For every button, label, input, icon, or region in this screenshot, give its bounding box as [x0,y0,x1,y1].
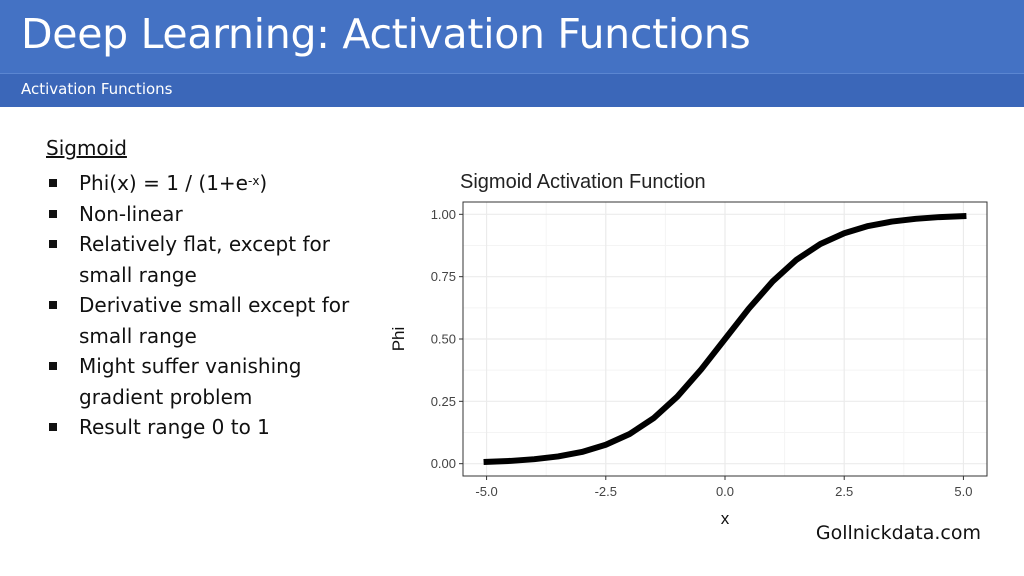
bullet-square-icon [49,179,57,187]
bullet-square-icon [49,423,57,431]
y-axis-title: Phi [389,327,408,352]
bullet-list: Phi(x) = 1 / (1+e-x) Non-linear Relative… [46,168,386,443]
bullet-square-icon [49,362,57,370]
chart-axes: -5.0 -2.5 0.0 2.5 5.0 0.00 0.25 0.50 0.75 1.00 [431,207,973,499]
y-tick-label: 0.75 [431,269,456,284]
subtitle-bar: Activation Functions [0,73,1024,107]
y-tick-label: 0.50 [431,332,456,347]
x-axis-title: x [721,509,730,528]
chart-title: Sigmoid Activation Function [460,171,706,193]
sigmoid-curve [483,212,967,466]
x-tick-label: 5.0 [954,484,972,499]
y-tick-label: 0.25 [431,394,456,409]
section-heading: Sigmoid [46,136,127,160]
y-tick-label: 0.00 [431,456,456,471]
footer-credit: Gollnickdata.com [815,522,981,544]
bullet-item: Phi(x) = 1 / (1+e-x) [46,168,386,199]
chart-svg: Sigmoid Activation Function -5.0 -2.5 0.0 2… [389,171,988,528]
bullet-item: Non-linear [46,199,386,230]
bullet-text: Phi(x) = 1 / (1+e [79,171,248,195]
bullet-item: Relatively flat, except for small range [46,229,386,290]
bullet-superscript: -x [247,174,260,188]
bullet-text: Might suffer vanishing gradient problem [79,354,302,409]
text-content: Sigmoid Phi(x) = 1 / (1+e-x) Non-linear … [46,134,386,443]
bullet-square-icon [49,240,57,248]
bullet-text: Non-linear [79,201,183,226]
y-tick-label: 1.00 [431,207,456,222]
x-tick-label: -2.5 [595,484,617,499]
chart-grid [463,202,987,476]
chart-series [483,212,967,466]
bullet-text: Result range 0 to 1 [79,415,270,439]
bullet-text: Relatively flat, except for small range [79,232,330,287]
bullet-text: Derivative small except for small range [79,293,350,348]
x-tick-label: -5.0 [475,484,497,499]
x-tick-label: 0.0 [716,484,734,499]
bullet-item: Might suffer vanishing gradient problem [46,351,386,412]
header-bar: Deep Learning: Activation Functions Acti… [0,0,1024,107]
slide-subtitle: Activation Functions [21,80,173,98]
bullet-text-suffix: ) [259,171,268,195]
x-tick-label: 2.5 [835,484,853,499]
bullet-item: Result range 0 to 1 [46,412,386,443]
bullet-item: Derivative small except for small range [46,290,386,351]
bullet-square-icon [49,209,57,218]
sigmoid-chart: Sigmoid Activation Function -5.0 -2.5 0.0 2… [380,160,1000,536]
slide-title: Deep Learning: Activation Functions [21,10,751,58]
bullet-square-icon [49,301,57,309]
